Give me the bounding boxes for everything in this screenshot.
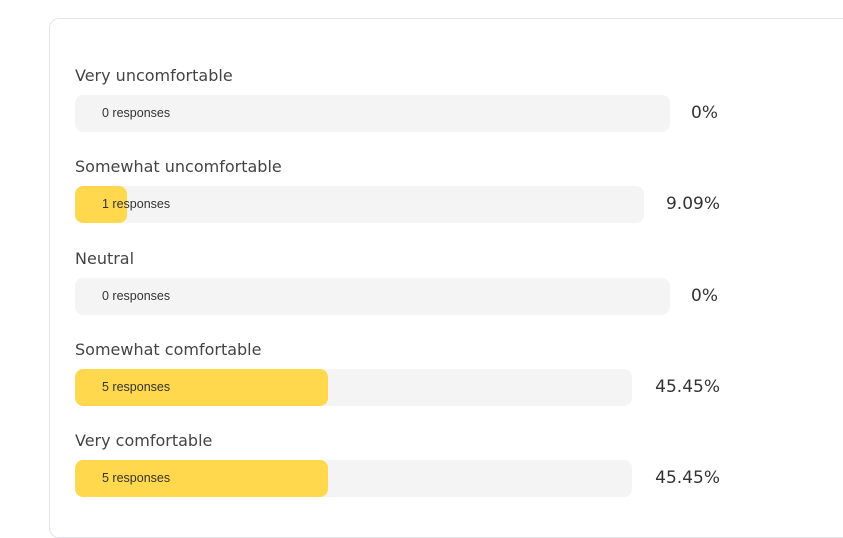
option-bar-line: 5 responses 45.45%: [75, 369, 720, 406]
option-label: Very comfortable: [75, 431, 213, 450]
progress-track: [75, 460, 632, 497]
response-count: 5 responses: [102, 380, 171, 394]
option-bar-line: 5 responses 45.45%: [75, 460, 720, 497]
option-row-neutral: Neutral 0 responses 0%: [75, 249, 718, 315]
option-label: Neutral: [75, 249, 135, 268]
option-row-somewhat-uncomfortable: Somewhat uncomfortable 1 responses 9.09%: [75, 157, 720, 223]
progress-fill: [75, 186, 127, 223]
percent-value: 45.45%: [655, 468, 720, 488]
progress-track: [75, 369, 632, 406]
progress-fill: [75, 369, 329, 406]
progress-track: [75, 186, 644, 223]
response-count: 5 responses: [102, 471, 171, 485]
progress-track: [75, 278, 670, 315]
response-count: 0 responses: [102, 289, 171, 303]
option-row-very-comfortable: Very comfortable 5 responses 45.45%: [75, 431, 720, 497]
option-bar-line: 0 responses 0%: [75, 278, 718, 315]
response-count: 0 responses: [102, 106, 171, 120]
option-row-very-uncomfortable: Very uncomfortable 0 responses 0%: [75, 66, 718, 132]
response-count: 1 responses: [102, 197, 171, 211]
progress-fill: [75, 460, 329, 497]
percent-value: 9.09%: [665, 194, 720, 214]
option-label: Very uncomfortable: [75, 66, 233, 85]
option-label: Somewhat comfortable: [75, 340, 262, 359]
percent-value: 0%: [691, 103, 718, 123]
option-label: Somewhat uncomfortable: [75, 157, 282, 176]
progress-track: [75, 95, 670, 132]
option-bar-line: 1 responses 9.09%: [75, 186, 720, 223]
option-row-somewhat-comfortable: Somewhat comfortable 5 responses 45.45%: [75, 340, 720, 406]
percent-value: 45.45%: [655, 377, 720, 397]
percent-value: 0%: [691, 286, 718, 306]
option-bar-line: 0 responses 0%: [75, 95, 718, 132]
